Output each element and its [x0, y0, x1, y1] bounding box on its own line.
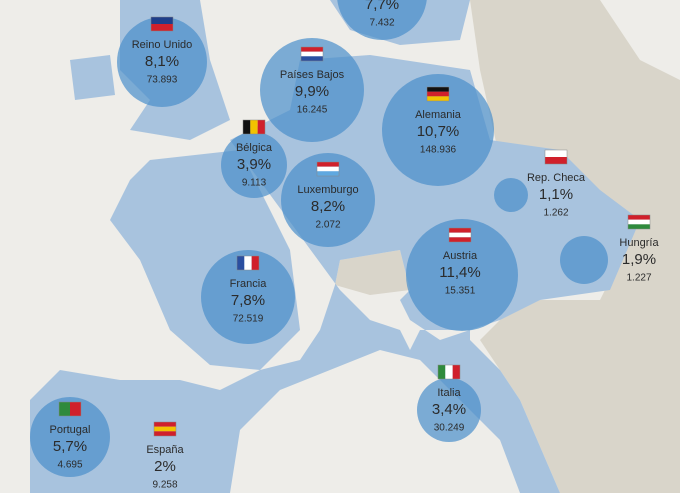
bubble	[382, 74, 494, 186]
country-count: 148.936	[420, 145, 457, 156]
flag-border	[316, 161, 340, 177]
flag-stripe	[151, 24, 173, 31]
country-percent: 9,9%	[295, 83, 329, 100]
flag-border	[300, 46, 324, 62]
flag-stripe	[154, 426, 176, 432]
flag-stripe	[427, 96, 449, 101]
bubble	[337, 0, 427, 40]
flag-stripe	[438, 365, 446, 379]
flag-border	[544, 149, 568, 165]
country-count: 2.072	[315, 220, 340, 231]
country-count: 1.262	[543, 208, 568, 219]
country-count: 30.249	[434, 423, 465, 434]
country-name: Luxemburgo	[297, 184, 358, 196]
country-count: 15.351	[445, 286, 476, 297]
country-name: Hungría	[619, 237, 659, 249]
flag-stripe	[427, 87, 449, 92]
flag-stripe	[317, 171, 339, 176]
flag-stripe	[244, 256, 252, 270]
flag-stripe	[70, 402, 81, 416]
flag-stripe	[251, 256, 259, 270]
country-percent: 1,9%	[622, 251, 656, 268]
flag-stripe	[628, 219, 650, 225]
flag-stripe	[449, 232, 471, 238]
flag-stripe	[445, 365, 453, 379]
country-percent: 2%	[154, 458, 176, 475]
land-other	[470, 0, 680, 493]
flag-border	[426, 86, 450, 102]
flag-stripe	[257, 120, 265, 134]
flag-stripe	[301, 51, 323, 57]
flag-stripe	[317, 166, 339, 172]
country-count: 72.519	[233, 314, 264, 325]
bubble	[260, 38, 364, 142]
country-count: 73.893	[147, 75, 178, 86]
country-percent: 8,1%	[145, 53, 179, 70]
bubble	[117, 17, 207, 107]
country-name: Francia	[230, 278, 268, 290]
country-percent: 10,7%	[417, 123, 460, 140]
flag-border	[242, 119, 266, 135]
flag-stripe	[154, 431, 176, 436]
flag-border	[236, 255, 260, 271]
flag-stripe	[237, 256, 245, 270]
bubble	[417, 378, 481, 442]
country-count: 9.258	[152, 480, 177, 491]
country-name: Países Bajos	[280, 69, 345, 81]
flag-stripe	[301, 47, 323, 52]
flag-stripe	[545, 150, 567, 157]
country-percent: 7,8%	[231, 292, 265, 309]
country-count: 7.432	[369, 18, 394, 29]
country-name: Italia	[437, 387, 461, 399]
bubble	[221, 132, 287, 198]
flag-stripe	[154, 422, 176, 427]
flag-stripe	[545, 157, 567, 164]
country-count: 9.113	[242, 178, 267, 189]
flag-border	[150, 16, 174, 32]
flag-stripe	[628, 215, 650, 220]
flag-stripe	[243, 120, 251, 134]
bubble	[30, 397, 110, 477]
flag-border	[437, 364, 461, 380]
flag-stripe	[151, 17, 173, 24]
flag-stripe	[59, 402, 70, 416]
flag-stripe	[449, 237, 471, 242]
flag-stripe	[628, 224, 650, 229]
country-name: Austria	[443, 250, 478, 262]
country-name: Reino Unido	[132, 39, 193, 51]
flag-stripe	[301, 56, 323, 61]
country-count: 16.245	[297, 105, 328, 116]
country-count: 4.695	[57, 460, 82, 471]
country-name: Alemania	[415, 109, 462, 121]
country-name: Rep. Checa	[527, 172, 586, 184]
flag-stripe	[250, 120, 258, 134]
country-count: 1.227	[626, 273, 651, 284]
flag-stripe	[452, 365, 460, 379]
flag-border	[58, 401, 82, 417]
bubble	[281, 153, 375, 247]
country-name: España	[146, 444, 184, 456]
flag-stripe	[427, 91, 449, 97]
country-percent: 3,4%	[432, 401, 466, 418]
land-switzerland	[335, 250, 410, 295]
country-percent: 1,1%	[539, 186, 573, 203]
bubble	[201, 250, 295, 344]
bubble	[406, 219, 518, 331]
country-percent: 5,7%	[53, 438, 87, 455]
country-percent: 3,9%	[237, 156, 271, 173]
country-percent: 8,2%	[311, 198, 345, 215]
country-percent: 7,7%	[365, 0, 399, 13]
country-name: Portugal	[50, 424, 91, 436]
flag-border	[627, 214, 651, 230]
flag-stripe	[317, 162, 339, 167]
bubble	[560, 236, 608, 284]
country-percent: 11,4%	[439, 264, 480, 281]
flag-stripe	[449, 228, 471, 233]
flag-border	[448, 227, 472, 243]
flag-border	[153, 421, 177, 437]
bubble	[494, 178, 528, 212]
country-name: Bélgica	[236, 142, 273, 154]
